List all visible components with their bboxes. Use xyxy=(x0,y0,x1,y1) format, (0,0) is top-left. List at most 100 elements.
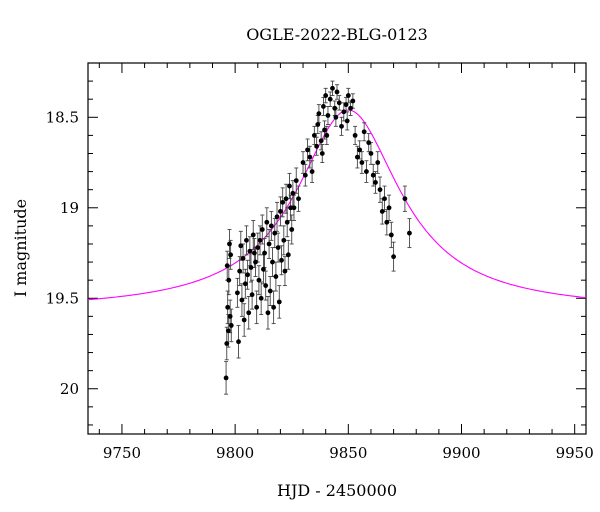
data-point xyxy=(407,230,412,236)
data-point xyxy=(249,292,255,298)
data-point xyxy=(343,102,349,108)
data-point xyxy=(341,109,347,115)
data-point xyxy=(285,252,291,258)
data-point xyxy=(263,283,269,288)
data-point xyxy=(273,274,279,279)
data-point xyxy=(238,243,244,249)
data-point xyxy=(350,98,356,104)
x-tick-label: 9900 xyxy=(442,444,480,462)
data-point xyxy=(258,295,264,301)
data-point xyxy=(402,196,408,202)
data-point xyxy=(352,132,358,138)
x-axis-label: HJD - 2450000 xyxy=(277,481,397,500)
data-point xyxy=(316,111,322,117)
x-tick-label: 9800 xyxy=(216,444,254,462)
data-point xyxy=(345,93,351,98)
data-point xyxy=(265,310,271,316)
data-point xyxy=(253,259,258,265)
data-point xyxy=(379,209,385,214)
plot-frame xyxy=(87,62,587,435)
data-point xyxy=(288,205,293,211)
data-point xyxy=(251,250,257,256)
data-point xyxy=(291,205,297,211)
y-axis-label: I magnitude xyxy=(11,199,30,297)
data-point xyxy=(276,299,282,305)
data-point xyxy=(368,151,374,156)
data-point xyxy=(246,310,252,316)
data-point xyxy=(391,254,396,260)
data-point xyxy=(370,172,376,178)
data-point xyxy=(225,304,231,310)
data-point xyxy=(267,288,273,294)
data-point xyxy=(357,147,363,153)
axis-tick-labels: 9750 9800 9850 9900 9950 18.5 19 19.5 20 xyxy=(46,108,594,462)
data-point xyxy=(235,290,240,296)
data-point xyxy=(283,196,289,202)
data-point xyxy=(284,219,290,225)
data-point xyxy=(373,180,378,185)
data-point xyxy=(224,263,230,269)
data-point xyxy=(359,160,365,165)
data-point xyxy=(321,104,326,109)
data-point xyxy=(257,237,263,243)
data-point xyxy=(327,96,333,102)
data-point xyxy=(244,237,249,243)
data-point xyxy=(322,127,327,133)
data-point xyxy=(344,118,350,124)
data-point xyxy=(268,223,274,229)
data-point xyxy=(318,138,324,144)
data-point xyxy=(236,339,241,345)
y-tick-label: 20 xyxy=(60,380,79,398)
data-point xyxy=(361,129,367,135)
y-tick-label: 19 xyxy=(60,199,79,217)
data-point xyxy=(225,328,231,334)
data-point xyxy=(324,132,330,138)
data-point xyxy=(309,169,315,174)
data-point xyxy=(264,219,270,225)
x-tick-label: 9950 xyxy=(556,444,594,462)
data-point xyxy=(302,172,308,178)
data-point xyxy=(311,132,317,138)
data-point xyxy=(279,257,284,263)
data-point xyxy=(239,297,245,303)
data-point xyxy=(315,122,321,127)
data-point xyxy=(227,313,233,319)
data-point xyxy=(339,123,344,129)
data-point xyxy=(332,105,338,111)
data-point xyxy=(261,266,266,272)
data-point xyxy=(281,237,287,243)
data-point xyxy=(325,113,331,118)
x-tick-label: 9750 xyxy=(103,444,141,462)
data-point xyxy=(333,114,339,120)
data-point xyxy=(259,227,265,232)
data-point xyxy=(287,183,292,189)
axis-ticks xyxy=(88,62,586,434)
chart-title: OGLE-2022-BLG-0123 xyxy=(246,25,428,44)
data-points xyxy=(223,85,412,381)
data-point xyxy=(256,277,262,283)
data-point xyxy=(227,241,232,247)
x-tick-label: 9850 xyxy=(329,444,367,462)
data-point xyxy=(266,241,272,247)
data-point xyxy=(280,199,286,205)
data-point xyxy=(388,232,394,238)
data-point xyxy=(278,209,283,214)
data-point xyxy=(290,190,296,196)
data-point xyxy=(245,272,250,278)
data-point xyxy=(289,227,295,232)
data-point xyxy=(386,205,392,211)
data-point xyxy=(270,259,275,265)
data-point xyxy=(226,277,232,283)
data-point xyxy=(354,154,360,160)
data-point xyxy=(323,93,329,98)
data-point xyxy=(255,245,261,250)
data-point xyxy=(293,178,299,184)
data-point xyxy=(271,304,277,310)
data-point xyxy=(228,323,234,328)
data-point xyxy=(242,281,248,287)
data-point xyxy=(375,160,381,165)
data-point xyxy=(228,252,234,258)
data-point xyxy=(262,250,267,256)
data-point xyxy=(307,154,313,160)
